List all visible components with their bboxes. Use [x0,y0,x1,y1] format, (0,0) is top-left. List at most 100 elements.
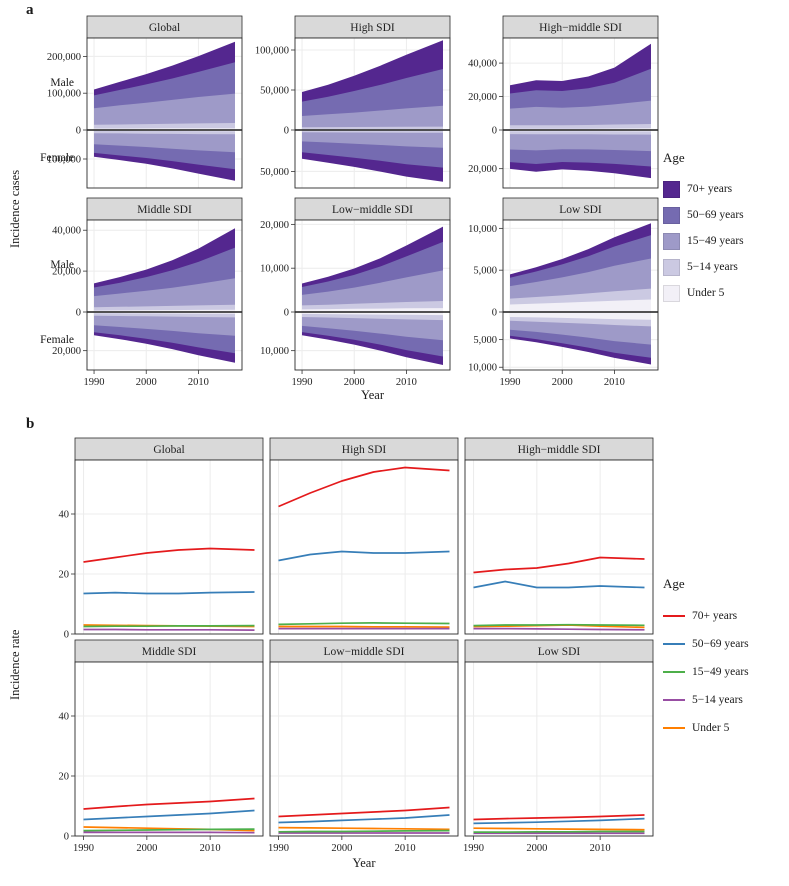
series-line [278,806,450,818]
panel-a-label: a [26,2,34,18]
panel-b-facet: Low−middle SDI 1990 2000 2010 [268,639,459,854]
y-tick-label: 0 [492,308,497,319]
age-under5-line-icon [663,726,685,730]
female-panel-border [502,311,659,371]
x-tick-label: 2010 [200,843,221,854]
series-line [278,829,450,833]
legend-age-areas: Age 70+ years 50−69 years 15−49 years 5−… [663,150,789,306]
area-layer [94,130,235,153]
y-tick-label: 40,000 [468,59,497,70]
series-line [278,550,450,562]
y-tick-label: 0 [76,308,81,319]
y-tick-label: 50,000 [260,167,289,178]
y-tick-label: 0 [64,630,69,641]
rect-shape [465,460,653,634]
x-tick-label: 2000 [136,377,157,388]
x-tick-label: 1990 [84,377,105,388]
area-layer [302,312,443,316]
rect-shape [75,460,263,634]
x-tick-label: 2000 [344,377,365,388]
x-tick-label: 2000 [552,377,573,388]
facet-title: Low−middle SDI [332,204,413,216]
y-tick-label: 10,000 [260,264,289,275]
series-line [473,814,645,821]
series-line [83,828,255,832]
y-tick-label: 0 [76,126,81,137]
area-layer [302,105,443,130]
series-line [473,556,645,574]
facet-title: Global [149,22,180,34]
y-tick-label: 10,000 [260,346,289,357]
legend-item: 5−14 years [663,686,789,714]
y-tick-label: 40,000 [52,226,81,237]
panel-a-x-axis-title: Year [360,388,385,402]
series-line [83,624,255,628]
legend-item: Under 5 [663,714,789,742]
series-line [473,623,645,627]
panel-b-label: b [26,416,35,432]
age-70plus-swatch-icon [663,180,680,198]
rect-shape [270,662,458,836]
panel-b-x-axis-title: Year [352,856,376,870]
legend-item: 50−69 years [663,630,789,658]
panel-b-y-axis-title: Incidence rate [8,629,22,700]
area-layer [510,299,651,312]
legend-item: 15−49 years [663,228,789,254]
y-tick-label: 40 [59,712,70,723]
x-tick-label: 1990 [500,377,521,388]
x-tick-label: 2010 [396,377,417,388]
y-tick-label: 0 [284,126,289,137]
series-line [278,814,450,824]
x-tick-label: 2010 [604,377,625,388]
legend-label: 15−49 years [687,235,744,247]
panel-a-facet: High SDI 0 50,000 100,000 50,000 [255,15,451,189]
facet-title: Middle SDI [142,646,197,658]
y-tick-label: 0 [284,308,289,319]
legend-label: 70+ years [687,183,733,195]
area-layer [302,270,443,312]
y-tick-label: 20 [59,570,70,581]
x-tick-label: 1990 [463,843,484,854]
legend-item: 50−69 years [663,202,789,228]
panel-border [269,459,459,635]
y-tick-label: 10,000 [468,363,497,374]
row-label-male-1: Male [50,77,74,89]
row-label-male-2: Male [50,259,74,271]
series-line [278,625,450,628]
legend-item: 5−14 years [663,254,789,280]
facet-title: Global [153,444,184,456]
legend-title: Age [663,150,685,165]
y-tick-label: 5,000 [473,335,497,346]
panel-a-y-axis-title: Incidence cases [8,169,22,248]
legend-label: 70+ years [692,610,738,622]
panel-a-facet: Middle SDI 0 20,000 40,000 20,000 1990 2000 201… [52,197,243,388]
series-line [473,830,645,833]
facet-title: Middle SDI [137,204,192,216]
series-line [83,547,255,563]
area-layer [302,308,443,312]
panel-b-facet: Low SDI 1990 2000 2010 [463,639,654,854]
age-5-14-swatch-icon [663,258,680,276]
legend-title: Age [663,576,685,591]
series-line [278,826,450,831]
y-tick-label: 0 [492,126,497,137]
y-tick-label: 50,000 [260,86,289,97]
y-tick-label: 20,000 [52,267,81,278]
y-tick-label: 5,000 [473,266,497,277]
series-line [83,809,255,821]
area-layer [510,130,651,152]
female-panel-border [294,311,451,371]
panel-border [74,459,264,635]
panel-border [269,661,459,837]
area-layer [510,312,651,320]
legend-item: 70+ years [663,602,789,630]
x-tick-label: 2000 [526,843,547,854]
series-line [83,797,255,810]
area-layer [94,312,235,336]
age-50-69-line-icon [663,642,685,646]
y-tick-label: 20,000 [260,220,289,231]
rect-shape [75,662,263,836]
rect-shape [270,460,458,634]
